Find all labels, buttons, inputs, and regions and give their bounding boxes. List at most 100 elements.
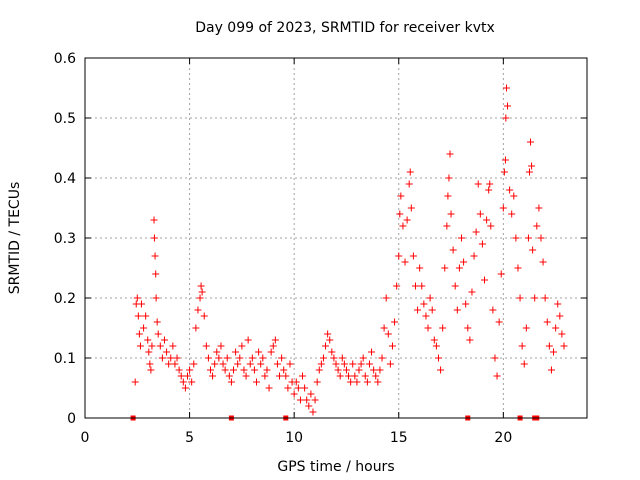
x-tick-label: 5 — [185, 430, 194, 446]
data-point — [153, 318, 161, 326]
data-point — [183, 372, 191, 380]
data-point — [332, 360, 340, 368]
data-point — [271, 336, 279, 344]
data-point — [204, 354, 212, 362]
data-points — [131, 84, 568, 416]
data-point — [207, 366, 214, 374]
data-point — [173, 354, 181, 362]
data-point — [499, 204, 507, 212]
x-tick-label: 10 — [285, 430, 303, 446]
data-point — [242, 372, 250, 380]
chart-title: Day 099 of 2023, SRMTID for receiver kvt… — [195, 20, 495, 36]
data-point — [531, 294, 539, 302]
data-point — [424, 324, 432, 332]
data-point — [338, 354, 346, 362]
data-point — [296, 396, 304, 404]
data-point — [434, 354, 442, 362]
data-point — [286, 360, 294, 368]
data-point — [545, 342, 553, 350]
data-point — [470, 252, 478, 260]
data-point — [330, 354, 338, 362]
data-point — [365, 360, 373, 368]
data-point — [227, 378, 235, 386]
data-point — [282, 372, 290, 380]
data-point — [510, 192, 518, 200]
y-tick-label: 0.5 — [54, 111, 76, 127]
data-point — [376, 366, 384, 374]
data-point — [493, 372, 501, 380]
data-point — [156, 342, 164, 350]
data-point — [535, 204, 543, 212]
data-point — [374, 378, 382, 386]
data-point — [378, 354, 386, 362]
data-point — [485, 186, 493, 194]
data-point — [336, 372, 344, 380]
x-axis-label: GPS time / hours — [277, 459, 394, 475]
data-point — [391, 318, 399, 326]
x-tick-labels: 0 5 10 15 20 — [81, 430, 513, 446]
data-point — [301, 384, 309, 392]
data-point — [163, 348, 171, 356]
data-point — [432, 342, 440, 350]
data-point — [349, 360, 357, 368]
data-point — [506, 186, 514, 194]
data-point — [197, 282, 205, 290]
data-point — [446, 150, 454, 158]
data-point — [200, 312, 208, 320]
data-point — [313, 378, 321, 386]
data-point — [150, 216, 158, 224]
data-point — [449, 246, 457, 254]
data-point — [248, 354, 256, 362]
data-point — [225, 372, 233, 380]
data-point — [453, 306, 461, 314]
data-point — [426, 294, 434, 302]
data-point — [246, 360, 254, 368]
data-point — [558, 330, 566, 338]
data-point — [444, 192, 452, 200]
data-point — [315, 366, 323, 374]
data-point — [215, 354, 223, 362]
data-point — [407, 204, 415, 212]
data-point — [334, 366, 342, 374]
data-point — [196, 294, 204, 302]
data-point — [359, 354, 367, 362]
data-point — [547, 366, 555, 374]
data-point — [384, 330, 392, 338]
data-point — [273, 360, 281, 368]
data-point — [552, 324, 560, 332]
data-point — [462, 300, 470, 308]
data-point — [543, 318, 551, 326]
data-point — [307, 390, 315, 398]
data-point — [223, 354, 231, 362]
data-point — [150, 234, 158, 242]
data-point — [399, 222, 407, 230]
data-point — [145, 348, 153, 356]
data-point — [211, 360, 219, 368]
data-point — [328, 348, 336, 356]
y-axis-label: SRMTID / TECUs — [7, 182, 23, 295]
data-point — [466, 336, 474, 344]
data-point — [165, 360, 173, 368]
data-point — [403, 216, 411, 224]
data-point — [533, 222, 541, 230]
data-point — [259, 354, 267, 362]
data-point — [386, 360, 394, 368]
data-point — [140, 324, 148, 332]
data-point — [428, 306, 436, 314]
data-point — [502, 114, 510, 122]
data-point — [133, 294, 141, 302]
y-tick-label: 0 — [67, 411, 76, 427]
data-point — [393, 282, 401, 290]
data-point — [504, 102, 512, 110]
data-point — [194, 306, 202, 314]
data-point — [236, 354, 244, 362]
data-point — [322, 342, 330, 350]
data-point — [388, 342, 396, 350]
y-tick-label: 0.6 — [54, 51, 76, 67]
data-point — [181, 384, 189, 392]
data-point — [238, 342, 246, 350]
data-point — [158, 354, 166, 362]
data-point — [250, 366, 258, 374]
data-point — [160, 336, 168, 344]
